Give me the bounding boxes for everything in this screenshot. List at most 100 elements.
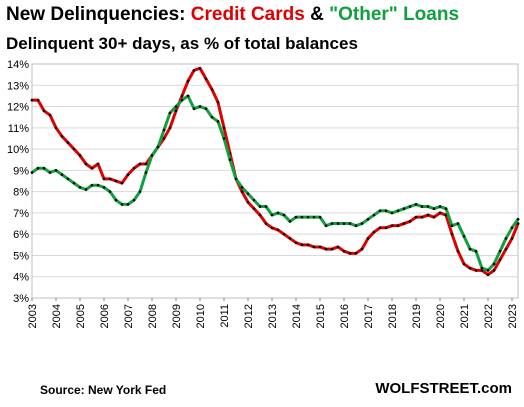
- y-tick-label: 12%: [7, 102, 29, 114]
- x-tick-label: 2004: [51, 304, 63, 328]
- x-tick-label: 2005: [75, 304, 87, 328]
- data-point-credit-cards: [330, 247, 334, 251]
- data-point-credit-cards: [336, 245, 340, 249]
- data-point-other-loans: [222, 137, 226, 140]
- y-axis-ticks: 3% 4% 5% 6% 7% 8% 9% 10% 11% 12% 13% 14%: [7, 59, 29, 305]
- data-point-credit-cards: [222, 126, 226, 130]
- data-point-credit-cards: [204, 77, 208, 81]
- data-point-other-loans: [234, 177, 238, 181]
- data-point-other-loans: [240, 186, 244, 189]
- data-point-other-loans: [492, 262, 496, 266]
- data-point-other-loans: [72, 181, 76, 185]
- y-tick-label: 13%: [7, 80, 29, 92]
- data-point-other-loans: [246, 192, 250, 196]
- data-point-other-loans: [30, 171, 34, 174]
- series-line-other-loans: [30, 94, 520, 272]
- data-point-credit-cards: [132, 166, 136, 170]
- data-point-other-loans: [216, 120, 220, 123]
- data-point-other-loans: [36, 166, 40, 170]
- data-point-credit-cards: [270, 226, 274, 230]
- data-point-credit-cards: [84, 162, 88, 166]
- data-point-credit-cards: [90, 166, 94, 170]
- x-tick-label: 2023: [507, 304, 519, 328]
- data-point-other-loans: [402, 207, 406, 210]
- data-point-other-loans: [90, 183, 94, 187]
- x-tick-label: 2007: [123, 304, 135, 328]
- data-point-other-loans: [300, 215, 304, 219]
- data-point-other-loans: [384, 209, 388, 213]
- data-point-other-loans: [174, 105, 178, 108]
- data-point-other-loans: [168, 111, 172, 115]
- data-point-credit-cards: [216, 100, 220, 104]
- data-point-other-loans: [462, 235, 466, 238]
- data-point-other-loans: [414, 203, 418, 206]
- data-point-credit-cards: [498, 258, 502, 262]
- data-point-credit-cards: [282, 232, 286, 236]
- data-point-other-loans: [480, 266, 484, 270]
- data-point-credit-cards: [360, 247, 364, 251]
- source-label: Source: New York Fed: [40, 383, 167, 397]
- data-point-other-loans: [66, 177, 70, 181]
- data-point-other-loans: [510, 226, 514, 230]
- y-tick-label: 3%: [13, 293, 29, 305]
- data-point-other-loans: [192, 107, 196, 110]
- data-point-credit-cards: [174, 109, 178, 113]
- data-point-other-loans: [306, 215, 310, 219]
- data-point-credit-cards: [186, 79, 190, 83]
- y-tick-label: 8%: [13, 187, 29, 199]
- data-point-other-loans: [204, 107, 208, 110]
- data-point-credit-cards: [366, 237, 370, 240]
- data-point-credit-cards: [456, 249, 460, 253]
- x-tick-label: 2013: [267, 304, 279, 328]
- data-point-other-loans: [126, 203, 130, 206]
- data-point-other-loans: [120, 203, 124, 206]
- data-point-other-loans: [162, 128, 166, 132]
- data-point-other-loans: [276, 211, 280, 215]
- title-prefix: New Delinquencies:: [6, 4, 186, 25]
- x-tick-label: 2006: [99, 304, 111, 328]
- data-point-other-loans: [108, 190, 112, 193]
- series-line-credit-cards: [30, 66, 520, 277]
- data-point-credit-cards: [162, 137, 166, 140]
- data-point-credit-cards: [48, 113, 52, 117]
- data-point-other-loans: [282, 213, 286, 217]
- data-point-credit-cards: [468, 266, 472, 270]
- data-point-credit-cards: [486, 273, 490, 276]
- data-point-credit-cards: [102, 177, 106, 181]
- data-point-credit-cards: [300, 243, 304, 247]
- data-point-other-loans: [504, 237, 508, 240]
- data-point-other-loans: [372, 213, 376, 217]
- data-point-other-loans: [186, 94, 190, 98]
- data-point-credit-cards: [384, 226, 388, 230]
- data-point-other-loans: [444, 207, 448, 210]
- data-point-credit-cards: [210, 88, 214, 91]
- chart-subtitle: Delinquent 30+ days, as % of total balan…: [6, 34, 358, 53]
- chart-title: New Delinquencies: Credit Cards & "Other…: [6, 4, 459, 26]
- data-point-credit-cards: [126, 173, 130, 176]
- data-point-credit-cards: [240, 190, 244, 193]
- data-point-credit-cards: [108, 177, 112, 181]
- brand-label: WOLFSTREET.com: [375, 380, 512, 397]
- data-point-credit-cards: [42, 109, 46, 113]
- data-point-other-loans: [132, 198, 136, 202]
- title-ampersand: &: [310, 4, 324, 25]
- data-point-other-loans: [324, 224, 328, 227]
- data-point-other-loans: [336, 222, 340, 225]
- data-point-other-loans: [180, 98, 184, 102]
- data-point-other-loans: [156, 145, 160, 149]
- data-point-credit-cards: [258, 213, 262, 217]
- data-point-credit-cards: [372, 230, 376, 234]
- data-point-credit-cards: [264, 222, 268, 225]
- data-point-credit-cards: [120, 181, 124, 185]
- x-tick-label: 2018: [387, 304, 399, 328]
- data-point-credit-cards: [420, 215, 424, 219]
- data-point-credit-cards: [438, 211, 442, 215]
- data-point-other-loans: [114, 198, 118, 202]
- data-point-other-loans: [498, 249, 502, 253]
- x-tick-label: 2008: [147, 304, 159, 328]
- data-point-other-loans: [378, 209, 382, 213]
- data-point-other-loans: [432, 207, 436, 210]
- data-point-other-loans: [312, 215, 316, 219]
- data-point-credit-cards: [474, 269, 478, 272]
- data-point-other-loans: [330, 222, 334, 225]
